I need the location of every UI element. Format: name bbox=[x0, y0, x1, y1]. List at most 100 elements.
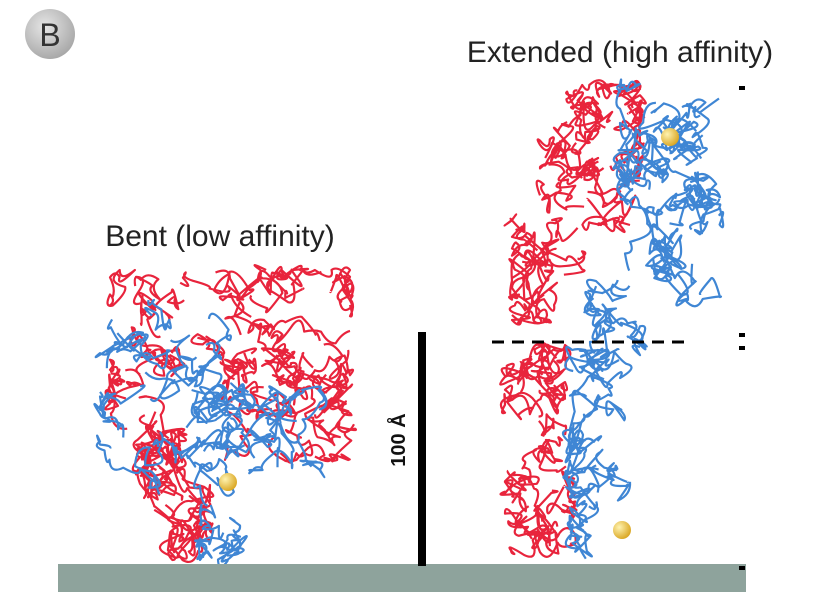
ribbon bbox=[104, 383, 128, 430]
ribbon bbox=[223, 347, 258, 381]
ribbon bbox=[549, 121, 571, 163]
ribbon bbox=[153, 508, 192, 562]
ribbon bbox=[651, 253, 696, 286]
ribbon bbox=[285, 366, 309, 406]
ribbon bbox=[581, 197, 631, 233]
ribbon bbox=[267, 435, 352, 463]
ribbon bbox=[499, 384, 535, 421]
tick bbox=[739, 566, 745, 570]
ribbon bbox=[569, 94, 606, 129]
ribbon bbox=[561, 470, 578, 521]
ribbon bbox=[116, 332, 171, 370]
protein-ribbons bbox=[93, 78, 725, 569]
ribbon bbox=[180, 436, 231, 479]
ribbon bbox=[152, 346, 182, 377]
ribbon bbox=[685, 98, 710, 157]
ribbon bbox=[253, 410, 285, 468]
ribbon bbox=[248, 416, 295, 475]
panel-badge bbox=[25, 9, 75, 59]
ribbon bbox=[516, 358, 553, 386]
ribbon bbox=[503, 448, 537, 492]
ribbon bbox=[535, 179, 577, 214]
ribbon bbox=[137, 288, 185, 312]
metal-ion bbox=[661, 128, 679, 146]
ribbon bbox=[236, 263, 305, 302]
ribbon bbox=[193, 383, 229, 414]
level-ticks bbox=[739, 86, 745, 570]
membrane bbox=[58, 564, 746, 592]
ribbon bbox=[224, 300, 276, 336]
ribbon bbox=[612, 149, 640, 206]
ribbon bbox=[329, 266, 354, 297]
ribbon bbox=[139, 293, 174, 339]
ribbon bbox=[539, 217, 579, 268]
ribbon bbox=[191, 387, 256, 418]
ribbon bbox=[562, 437, 596, 499]
ribbon bbox=[311, 372, 349, 419]
ribbon bbox=[198, 503, 225, 540]
ribbon bbox=[221, 516, 242, 557]
ribbon bbox=[499, 477, 528, 513]
metal-ion bbox=[613, 521, 631, 539]
ribbon bbox=[93, 384, 146, 438]
ribbon bbox=[264, 343, 296, 366]
ribbon bbox=[253, 315, 321, 352]
ribbon bbox=[132, 274, 161, 327]
ribbon bbox=[149, 364, 223, 403]
ribbon bbox=[220, 361, 274, 402]
ribbon bbox=[314, 425, 357, 463]
ribbon bbox=[200, 429, 246, 460]
ribbon bbox=[585, 278, 631, 303]
ribbon bbox=[503, 508, 560, 555]
ribbon bbox=[662, 117, 698, 161]
ribbon bbox=[615, 78, 641, 130]
bent-label: Bent (low affinity) bbox=[105, 220, 335, 253]
ribbon bbox=[129, 326, 177, 376]
ribbon bbox=[530, 264, 551, 324]
tick bbox=[739, 86, 745, 90]
ribbon bbox=[144, 298, 172, 331]
ribbon bbox=[568, 347, 604, 398]
ribbon bbox=[583, 290, 608, 317]
ribbon bbox=[216, 534, 248, 569]
ribbon bbox=[260, 347, 314, 387]
ribbon bbox=[638, 97, 720, 131]
ribbon bbox=[179, 269, 241, 298]
ribbon bbox=[640, 184, 715, 231]
ribbon bbox=[276, 342, 344, 381]
ribbon bbox=[565, 432, 603, 457]
ribbon bbox=[233, 352, 257, 384]
ribbon bbox=[213, 388, 251, 454]
ribbon bbox=[645, 205, 669, 255]
ribbon bbox=[321, 349, 350, 400]
ribbon bbox=[541, 342, 572, 371]
ribbon bbox=[555, 96, 600, 160]
ribbon bbox=[564, 530, 593, 560]
ribbon bbox=[249, 268, 322, 314]
ribbon bbox=[197, 312, 232, 377]
ribbon bbox=[288, 385, 328, 444]
extended-label: Extended (high affinity) bbox=[467, 36, 773, 69]
ribbon bbox=[508, 300, 552, 326]
ribbon bbox=[500, 355, 535, 393]
tick bbox=[739, 346, 745, 350]
ribbon bbox=[133, 431, 164, 489]
ribbon bbox=[536, 136, 582, 171]
tick bbox=[739, 333, 745, 337]
ribbon bbox=[511, 475, 540, 527]
ribbon bbox=[590, 347, 620, 402]
ribbon bbox=[619, 195, 652, 272]
scale-bar bbox=[418, 332, 426, 566]
ribbon bbox=[106, 268, 136, 307]
ribbon bbox=[511, 281, 559, 325]
ribbon bbox=[574, 100, 614, 131]
ribbon bbox=[675, 277, 723, 308]
ribbon bbox=[107, 368, 145, 401]
ribbon bbox=[240, 384, 293, 419]
ribbon bbox=[570, 446, 630, 484]
ribbon bbox=[565, 89, 592, 143]
panel-label: B bbox=[39, 17, 60, 53]
ribbon bbox=[511, 376, 560, 418]
ribbon bbox=[94, 330, 144, 369]
